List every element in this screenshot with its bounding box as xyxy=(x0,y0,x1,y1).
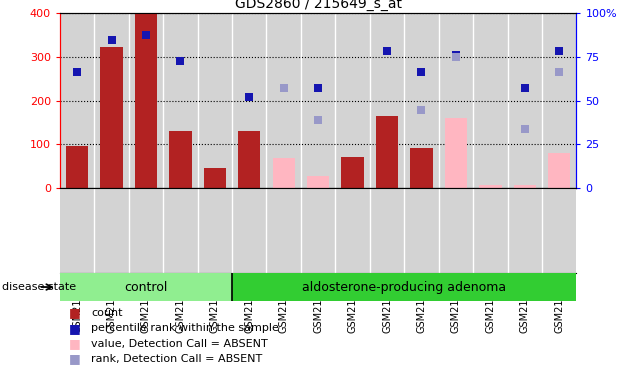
Bar xyxy=(473,188,508,273)
Point xyxy=(520,126,530,132)
Bar xyxy=(266,188,301,273)
Point xyxy=(313,84,323,91)
Point xyxy=(244,94,255,100)
Point xyxy=(382,48,392,55)
Bar xyxy=(203,168,226,188)
Bar xyxy=(438,188,473,273)
Bar xyxy=(163,188,198,273)
Bar xyxy=(404,188,438,273)
Bar xyxy=(301,13,335,188)
Bar xyxy=(129,188,163,273)
Text: rank, Detection Call = ABSENT: rank, Detection Call = ABSENT xyxy=(91,354,263,364)
Point xyxy=(554,48,564,54)
Point xyxy=(416,68,427,74)
Bar xyxy=(238,131,260,188)
Text: ■: ■ xyxy=(69,322,81,335)
Text: value, Detection Call = ABSENT: value, Detection Call = ABSENT xyxy=(91,339,268,349)
Text: ■: ■ xyxy=(69,353,81,366)
Point xyxy=(175,58,185,65)
Text: count: count xyxy=(91,308,123,318)
Bar xyxy=(335,188,370,273)
Bar xyxy=(273,159,295,188)
Bar xyxy=(376,116,398,188)
Bar xyxy=(60,188,94,273)
Bar xyxy=(542,188,576,273)
Point xyxy=(520,84,530,91)
Bar xyxy=(135,13,157,188)
Text: disease state: disease state xyxy=(2,282,76,292)
Bar xyxy=(513,185,536,188)
Bar xyxy=(60,273,232,301)
Bar xyxy=(266,13,301,188)
Point xyxy=(554,70,564,76)
Point xyxy=(451,54,461,60)
Bar xyxy=(60,13,94,188)
Bar xyxy=(404,13,438,188)
Text: control: control xyxy=(124,281,168,293)
Bar xyxy=(198,13,232,188)
Bar xyxy=(370,188,404,273)
Point xyxy=(313,118,323,124)
Bar xyxy=(341,157,364,188)
Bar xyxy=(307,176,329,188)
Bar xyxy=(508,13,542,188)
Bar xyxy=(370,13,404,188)
Bar xyxy=(335,13,370,188)
Point xyxy=(451,52,461,58)
Text: percentile rank within the sample: percentile rank within the sample xyxy=(91,323,279,333)
Bar xyxy=(508,188,542,273)
Title: GDS2860 / 215649_s_at: GDS2860 / 215649_s_at xyxy=(234,0,402,11)
Bar xyxy=(479,185,501,188)
Bar xyxy=(100,47,123,188)
Point xyxy=(416,106,427,113)
Bar xyxy=(169,131,192,188)
Text: ■: ■ xyxy=(69,306,81,319)
Point xyxy=(72,68,82,74)
Point xyxy=(141,32,151,38)
Bar xyxy=(232,273,576,301)
Bar xyxy=(301,188,335,273)
Bar xyxy=(438,13,473,188)
Text: ■: ■ xyxy=(69,337,81,350)
Point xyxy=(278,84,289,91)
Point xyxy=(106,36,117,43)
Bar xyxy=(542,13,576,188)
Bar xyxy=(548,153,570,188)
Bar xyxy=(232,13,266,188)
Bar xyxy=(94,13,129,188)
Bar xyxy=(232,188,266,273)
Text: aldosterone-producing adenoma: aldosterone-producing adenoma xyxy=(302,281,507,293)
Bar xyxy=(473,13,508,188)
Bar xyxy=(129,13,163,188)
Bar xyxy=(410,148,433,188)
Bar xyxy=(198,188,232,273)
Bar xyxy=(445,118,467,188)
Bar xyxy=(94,188,129,273)
Bar xyxy=(66,146,88,188)
Bar xyxy=(163,13,198,188)
